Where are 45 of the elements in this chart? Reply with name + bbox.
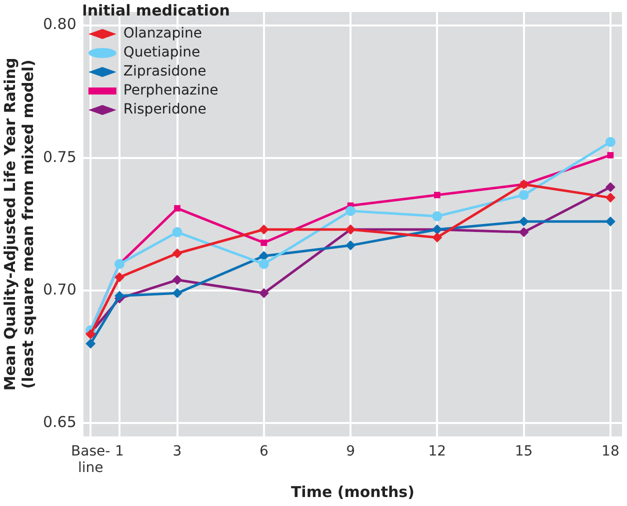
legend-label: Risperidone xyxy=(123,102,206,118)
legend-label: Perphenazine xyxy=(123,82,218,99)
point xyxy=(432,211,442,222)
x-tick-label: 12 xyxy=(428,443,446,460)
point xyxy=(346,206,356,216)
y-axis-title: Mean Quality-Adjusted Life Year Rating (least square mean from mixed model) xyxy=(0,58,37,391)
point xyxy=(172,288,182,298)
point xyxy=(518,190,529,200)
point xyxy=(607,152,614,158)
point xyxy=(172,274,182,285)
y-tick-label: 0.70 xyxy=(42,280,76,298)
point xyxy=(114,272,124,282)
point xyxy=(605,136,616,147)
point xyxy=(174,205,180,212)
point xyxy=(605,216,616,227)
legend-label: Olanzapine xyxy=(123,26,202,42)
y-tick-label: 0.65 xyxy=(42,413,76,432)
x-tick-label: 18 xyxy=(602,443,620,460)
point xyxy=(258,288,269,298)
point xyxy=(605,192,616,203)
point xyxy=(432,232,442,242)
point xyxy=(86,338,96,349)
point xyxy=(172,227,182,238)
point xyxy=(605,182,616,192)
x-tick-label: 6 xyxy=(259,443,268,460)
point xyxy=(518,227,529,238)
x-tick-label: Base-line xyxy=(71,443,110,476)
x-tick-label: 15 xyxy=(514,443,533,460)
legend-label: Quetiapine xyxy=(123,44,200,61)
point xyxy=(172,248,182,258)
point xyxy=(114,290,124,301)
y-tick-label: 0.80 xyxy=(42,15,76,34)
x-tick-label: 9 xyxy=(346,443,355,460)
point xyxy=(434,192,440,198)
legend-title: Initial medication xyxy=(82,1,230,20)
legend-label: Ziprasidone xyxy=(123,64,206,80)
point xyxy=(260,240,268,246)
point xyxy=(518,216,529,227)
point xyxy=(258,258,269,269)
x-tick-label: 1 xyxy=(115,443,124,460)
y-tick-label: 0.75 xyxy=(42,148,76,166)
x-axis-title: Time (months) xyxy=(290,482,414,501)
x-tick-label: 3 xyxy=(172,443,182,460)
point xyxy=(346,240,356,250)
point xyxy=(258,224,269,235)
